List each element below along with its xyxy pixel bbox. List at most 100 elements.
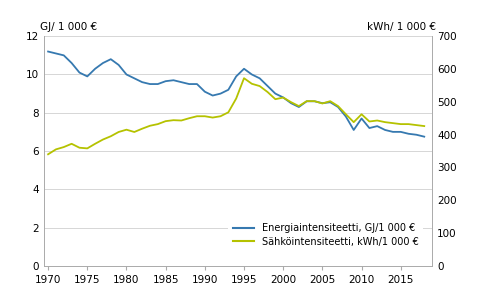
Sähköintensiteetti, kWh/1 000 € xyxy=(320,102,326,105)
Sähköintensiteetti, kWh/1 000 € xyxy=(406,122,411,126)
Energiaintensiteetti, GJ/1 000 € xyxy=(374,124,380,128)
Energiaintensiteetti, GJ/1 000 € xyxy=(296,105,302,109)
Sähköintensiteetti, kWh/1 000 € xyxy=(312,99,318,103)
Energiaintensiteetti, GJ/1 000 € xyxy=(202,90,208,94)
Sähköintensiteetti, kWh/1 000 € xyxy=(358,112,364,116)
Sähköintensiteetti, kWh/1 000 € xyxy=(241,76,247,80)
Energiaintensiteetti, GJ/1 000 € xyxy=(288,101,294,105)
Sähköintensiteetti, kWh/1 000 € xyxy=(139,127,145,130)
Text: GJ/ 1 000 €: GJ/ 1 000 € xyxy=(40,22,97,32)
Sähköintensiteetti, kWh/1 000 € xyxy=(233,97,239,100)
Energiaintensiteetti, GJ/1 000 € xyxy=(335,105,341,109)
Energiaintensiteetti, GJ/1 000 € xyxy=(155,82,161,86)
Energiaintensiteetti, GJ/1 000 € xyxy=(304,99,310,103)
Energiaintensiteetti, GJ/1 000 € xyxy=(178,80,184,84)
Energiaintensiteetti, GJ/1 000 € xyxy=(366,126,372,130)
Energiaintensiteetti, GJ/1 000 € xyxy=(390,130,396,134)
Energiaintensiteetti, GJ/1 000 € xyxy=(312,99,318,103)
Sähköintensiteetti, kWh/1 000 € xyxy=(398,122,404,126)
Energiaintensiteetti, GJ/1 000 € xyxy=(84,75,90,78)
Sähköintensiteetti, kWh/1 000 € xyxy=(53,148,59,151)
Sähköintensiteetti, kWh/1 000 € xyxy=(335,104,341,108)
Energiaintensiteetti, GJ/1 000 € xyxy=(225,88,231,92)
Energiaintensiteetti, GJ/1 000 € xyxy=(233,75,239,78)
Energiaintensiteetti, GJ/1 000 € xyxy=(210,94,216,97)
Sähköintensiteetti, kWh/1 000 € xyxy=(351,120,356,124)
Energiaintensiteetti, GJ/1 000 € xyxy=(53,52,59,55)
Energiaintensiteetti, GJ/1 000 € xyxy=(241,67,247,71)
Sähköintensiteetti, kWh/1 000 € xyxy=(100,138,106,141)
Sähköintensiteetti, kWh/1 000 € xyxy=(343,112,349,116)
Sähköintensiteetti, kWh/1 000 € xyxy=(61,145,67,149)
Energiaintensiteetti, GJ/1 000 € xyxy=(218,92,223,95)
Energiaintensiteetti, GJ/1 000 € xyxy=(92,67,98,71)
Energiaintensiteetti, GJ/1 000 € xyxy=(273,92,278,95)
Energiaintensiteetti, GJ/1 000 € xyxy=(170,79,176,82)
Energiaintensiteetti, GJ/1 000 € xyxy=(421,135,427,138)
Sähköintensiteetti, kWh/1 000 € xyxy=(421,124,427,128)
Energiaintensiteetti, GJ/1 000 € xyxy=(124,73,130,76)
Energiaintensiteetti, GJ/1 000 € xyxy=(343,115,349,118)
Sähköintensiteetti, kWh/1 000 € xyxy=(249,82,255,85)
Energiaintensiteetti, GJ/1 000 € xyxy=(77,71,82,74)
Sähköintensiteetti, kWh/1 000 € xyxy=(225,111,231,114)
Sähköintensiteetti, kWh/1 000 € xyxy=(132,130,137,134)
Sähköintensiteetti, kWh/1 000 € xyxy=(124,128,130,131)
Sähköintensiteetti, kWh/1 000 € xyxy=(45,153,51,156)
Energiaintensiteetti, GJ/1 000 € xyxy=(358,117,364,120)
Energiaintensiteetti, GJ/1 000 € xyxy=(406,132,411,136)
Sähköintensiteetti, kWh/1 000 € xyxy=(155,122,161,126)
Legend: Energiaintensiteetti, GJ/1 000 €, Sähköintensiteetti, kWh/1 000 €: Energiaintensiteetti, GJ/1 000 €, Sähköi… xyxy=(228,218,423,252)
Sähköintensiteetti, kWh/1 000 € xyxy=(374,119,380,122)
Sähköintensiteetti, kWh/1 000 € xyxy=(116,130,122,134)
Sähköintensiteetti, kWh/1 000 € xyxy=(202,114,208,118)
Sähköintensiteetti, kWh/1 000 € xyxy=(218,114,223,118)
Sähköintensiteetti, kWh/1 000 € xyxy=(92,142,98,146)
Energiaintensiteetti, GJ/1 000 € xyxy=(147,82,153,86)
Energiaintensiteetti, GJ/1 000 € xyxy=(398,130,404,134)
Energiaintensiteetti, GJ/1 000 € xyxy=(257,76,263,80)
Sähköintensiteetti, kWh/1 000 € xyxy=(147,124,153,127)
Sähköintensiteetti, kWh/1 000 € xyxy=(210,116,216,119)
Sähköintensiteetti, kWh/1 000 € xyxy=(413,123,419,127)
Energiaintensiteetti, GJ/1 000 € xyxy=(413,133,419,137)
Energiaintensiteetti, GJ/1 000 € xyxy=(139,80,145,84)
Sähköintensiteetti, kWh/1 000 € xyxy=(163,119,168,123)
Sähköintensiteetti, kWh/1 000 € xyxy=(304,99,310,103)
Sähköintensiteetti, kWh/1 000 € xyxy=(273,97,278,101)
Energiaintensiteetti, GJ/1 000 € xyxy=(116,63,122,67)
Sähköintensiteetti, kWh/1 000 € xyxy=(77,146,82,149)
Sähköintensiteetti, kWh/1 000 € xyxy=(327,99,333,103)
Energiaintensiteetti, GJ/1 000 € xyxy=(69,61,75,65)
Sähköintensiteetti, kWh/1 000 € xyxy=(265,90,271,94)
Sähköintensiteetti, kWh/1 000 € xyxy=(390,121,396,125)
Sähköintensiteetti, kWh/1 000 € xyxy=(108,134,114,138)
Energiaintensiteetti, GJ/1 000 € xyxy=(108,57,114,61)
Energiaintensiteetti, GJ/1 000 € xyxy=(265,84,271,88)
Sähköintensiteetti, kWh/1 000 € xyxy=(257,84,263,88)
Sähköintensiteetti, kWh/1 000 € xyxy=(84,146,90,150)
Energiaintensiteetti, GJ/1 000 € xyxy=(186,82,192,86)
Line: Energiaintensiteetti, GJ/1 000 €: Energiaintensiteetti, GJ/1 000 € xyxy=(48,52,424,137)
Energiaintensiteetti, GJ/1 000 € xyxy=(100,61,106,65)
Energiaintensiteetti, GJ/1 000 € xyxy=(249,73,255,76)
Line: Sähköintensiteetti, kWh/1 000 €: Sähköintensiteetti, kWh/1 000 € xyxy=(48,78,424,154)
Sähköintensiteetti, kWh/1 000 € xyxy=(178,119,184,122)
Sähköintensiteetti, kWh/1 000 € xyxy=(280,96,286,99)
Sähköintensiteetti, kWh/1 000 € xyxy=(296,104,302,108)
Sähköintensiteetti, kWh/1 000 € xyxy=(366,120,372,123)
Sähköintensiteetti, kWh/1 000 € xyxy=(288,100,294,104)
Energiaintensiteetti, GJ/1 000 € xyxy=(351,128,356,132)
Energiaintensiteetti, GJ/1 000 € xyxy=(320,101,326,105)
Sähköintensiteetti, kWh/1 000 € xyxy=(69,142,75,146)
Text: kWh/ 1 000 €: kWh/ 1 000 € xyxy=(367,22,436,32)
Sähköintensiteetti, kWh/1 000 € xyxy=(186,116,192,120)
Sähköintensiteetti, kWh/1 000 € xyxy=(382,120,388,124)
Sähköintensiteetti, kWh/1 000 € xyxy=(194,114,200,118)
Energiaintensiteetti, GJ/1 000 € xyxy=(280,96,286,99)
Energiaintensiteetti, GJ/1 000 € xyxy=(194,82,200,86)
Energiaintensiteetti, GJ/1 000 € xyxy=(163,79,168,83)
Energiaintensiteetti, GJ/1 000 € xyxy=(45,50,51,53)
Energiaintensiteetti, GJ/1 000 € xyxy=(327,100,333,104)
Sähköintensiteetti, kWh/1 000 € xyxy=(170,118,176,122)
